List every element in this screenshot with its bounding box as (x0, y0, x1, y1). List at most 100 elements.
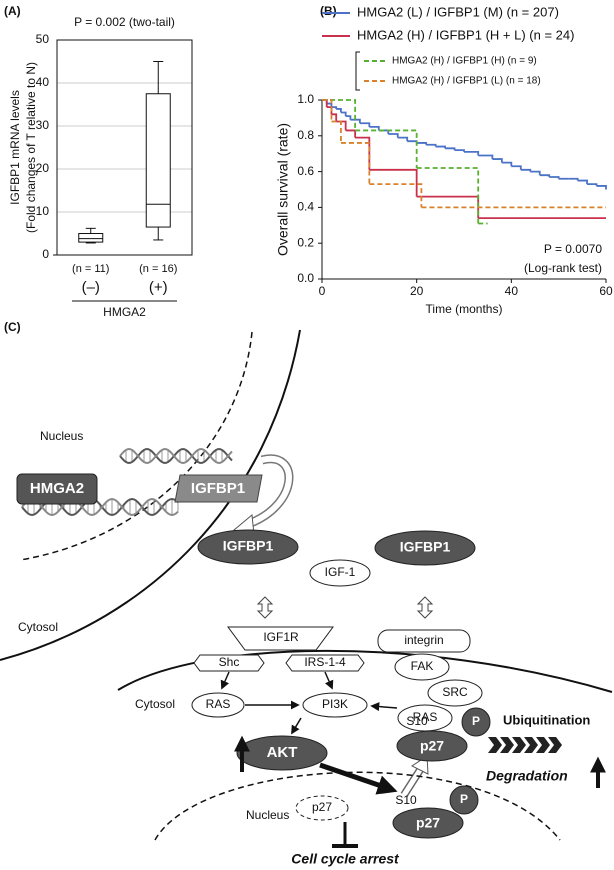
survival-step (350, 118, 361, 124)
node-label: S10 (395, 793, 417, 807)
y-axis-label: (Fold changes of T relative to N) (24, 62, 38, 233)
arrow (220, 671, 230, 690)
node-label: RAS (413, 710, 438, 724)
y-axis-label: IGFBP1 mRNA levels (8, 90, 22, 205)
protein-node (392, 807, 464, 839)
panel-label: (A) (4, 4, 21, 18)
arrow (370, 702, 398, 712)
phospho-node (449, 785, 479, 815)
survival-step (326, 102, 333, 108)
annotation: (Log-rank test) (524, 261, 602, 275)
survival-step (369, 183, 423, 208)
dna-strand (119, 448, 233, 464)
survival-step (336, 120, 347, 131)
survival-step (416, 142, 428, 145)
protein-node (295, 795, 349, 821)
y-axis-label: Overall survival (rate) (275, 123, 291, 256)
n-label: (n = 11) (72, 263, 109, 275)
node-label: p27 (416, 815, 440, 831)
box (145, 93, 171, 228)
y-tick-label: 0 (42, 247, 49, 261)
y-tick-label: 0.6 (297, 164, 314, 178)
process-label: Degradation (486, 768, 568, 784)
protein-node (374, 530, 476, 566)
legend-label: HMGA2 (H) / IGFBP1 (H + L) (n = 24) (357, 27, 574, 42)
legend-label: HMGA2 (H) / IGFBP1 (L) (n = 18) (392, 76, 541, 87)
protein-node (197, 529, 299, 565)
node-label: PI3K (322, 697, 348, 711)
receptor-node (377, 629, 471, 653)
legend-label: HMGA2 (L) / IGFBP1 (M) (n = 207) (357, 4, 559, 19)
node-label: HMGA2 (30, 480, 84, 497)
survival-step (416, 167, 480, 224)
arrow (291, 717, 302, 735)
gene-node (174, 474, 263, 503)
chevron (512, 737, 526, 753)
annotation: P = 0.0070 (544, 242, 602, 256)
y-tick-label: 10 (36, 204, 50, 218)
node-label: p27 (420, 738, 444, 754)
y-tick-label: 40 (36, 75, 50, 89)
y-tick-label: 0.4 (297, 200, 314, 214)
phospho-node (461, 707, 491, 737)
y-tick-label: 50 (36, 32, 50, 46)
panel-label: (C) (4, 320, 21, 334)
chevron (536, 737, 550, 753)
cell-membrane (117, 649, 613, 693)
panel-label: (B) (320, 4, 337, 18)
y-tick-label: 20 (36, 161, 50, 175)
survival-step (435, 145, 446, 149)
degradation-chevrons (488, 737, 562, 753)
survival-step (407, 140, 418, 143)
survival-step (530, 170, 541, 176)
survival-step (355, 129, 418, 169)
protein-node (396, 730, 468, 762)
legend-bracket (355, 51, 360, 91)
survival-step (340, 111, 347, 117)
protein-node (309, 559, 371, 587)
chart-title: P = 0.002 (two-tail) (74, 15, 175, 29)
survival-step (587, 183, 598, 186)
x-tick-label: 60 (599, 284, 613, 298)
survival-step (359, 122, 371, 127)
compartment-label: Nucleus (40, 429, 83, 443)
survival-step (464, 151, 480, 156)
node-label: FAK (411, 659, 434, 673)
survival-step (520, 168, 532, 172)
box (78, 233, 104, 243)
node-label: IRS-1-4 (304, 655, 346, 669)
pathway-diagram: (C) Nucleus HMGA2 IGFBP1 Cytosol IGFBP1 … (0, 320, 613, 867)
protein-node (191, 692, 245, 718)
y-tick-label: 0.0 (297, 271, 314, 285)
survival-step (340, 142, 371, 185)
survival-step (577, 179, 588, 185)
survival-step (511, 165, 522, 170)
chevron (488, 737, 502, 753)
adaptor-node (193, 654, 265, 672)
y-tick-label: 1.0 (297, 92, 314, 106)
nuclear-membrane (0, 329, 301, 661)
node-label: IGFBP1 (191, 480, 245, 497)
survival-step (478, 154, 494, 160)
x-axis-label: Time (months) (426, 302, 503, 316)
node-label: Shc (219, 655, 240, 669)
protein-node (394, 653, 450, 681)
survival-step (331, 120, 342, 143)
node-label: IGF1R (263, 630, 299, 644)
arrow (324, 671, 334, 690)
x-tick-label: (–) (82, 279, 100, 296)
x-tick-label: 40 (505, 284, 519, 298)
node-label: IGF-1 (325, 565, 356, 579)
y-tick-label: 0.2 (297, 235, 314, 249)
node-label: IGFBP1 (223, 538, 274, 554)
compartment-label: Cytosol (135, 697, 175, 711)
dna-strand (21, 497, 179, 517)
survival-step (388, 133, 399, 138)
x-tick-label: 0 (319, 284, 326, 298)
survival-step (331, 113, 338, 122)
group-label: HMGA2 (103, 305, 146, 319)
protein-node (427, 679, 483, 707)
node-label: P (460, 792, 468, 806)
